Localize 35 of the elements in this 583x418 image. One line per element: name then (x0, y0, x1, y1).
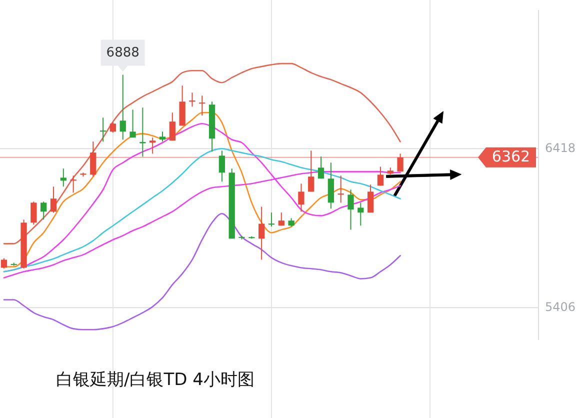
candlestick (60, 168, 66, 188)
candlestick (0, 258, 8, 269)
line-series (3, 213, 401, 330)
text: 白银延期/白银TD 4小时图 (56, 370, 254, 390)
line-series (3, 62, 401, 244)
candlestick (308, 150, 314, 192)
annotation: 6888 (106, 45, 140, 60)
y-tick-label: 6418 (545, 140, 576, 155)
candlestick (218, 150, 226, 182)
candlestick (358, 202, 364, 226)
candlestick (159, 131, 166, 142)
candlestick (70, 175, 76, 194)
candlestick (189, 92, 196, 108)
candlestick (348, 189, 354, 230)
candlestick (90, 141, 96, 178)
line-series (3, 148, 401, 272)
candlestick (199, 95, 206, 116)
candlestick (140, 107, 146, 158)
candlestick (50, 186, 57, 214)
candlestick (150, 137, 156, 154)
candlestick (298, 183, 304, 212)
candlestick (120, 74, 126, 140)
candlestick (318, 156, 324, 180)
candlestick (367, 184, 374, 214)
candlestick (258, 206, 265, 260)
candlestick (30, 201, 37, 226)
candlestick (397, 153, 404, 172)
candlestick (130, 109, 136, 138)
candlestick (278, 212, 284, 226)
y-tick-label: 5406 (545, 300, 576, 314)
candlestick (169, 112, 176, 142)
candlestick (40, 201, 47, 220)
ref-line-label: 6362 (492, 147, 530, 166)
candlestick (377, 166, 384, 186)
candlestick (110, 122, 116, 134)
